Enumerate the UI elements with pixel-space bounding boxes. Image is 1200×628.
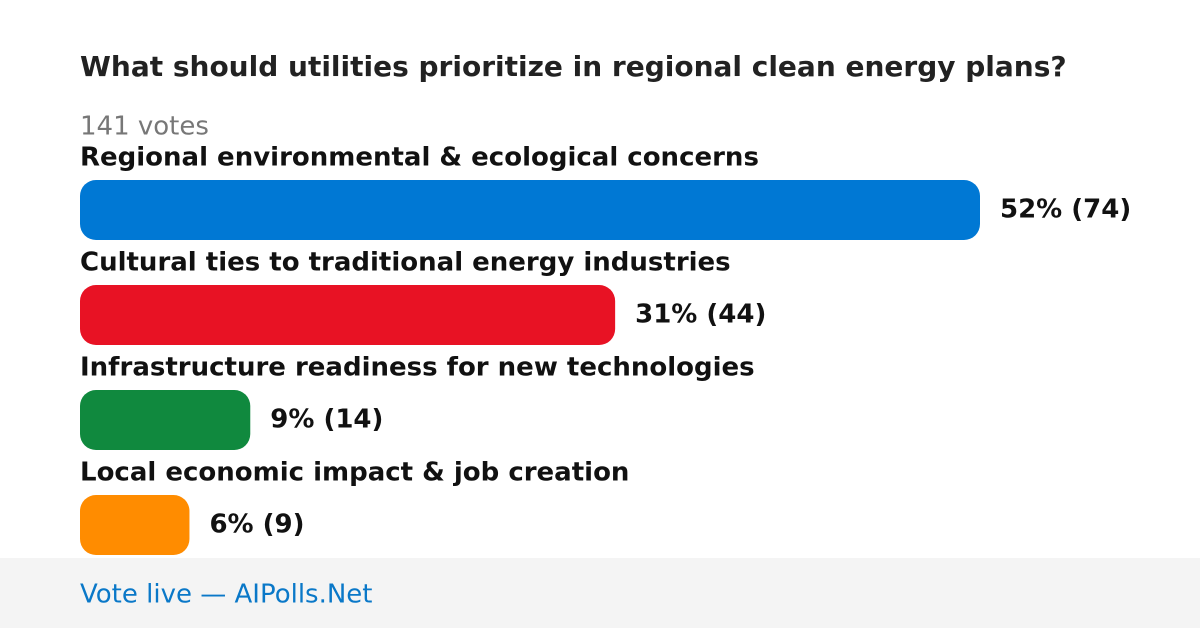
option-label: Local economic impact & job creation: [80, 458, 629, 488]
bar: [80, 285, 616, 345]
bar: [80, 495, 190, 555]
value-label: 9% (14): [270, 405, 383, 435]
option-label: Cultural ties to traditional energy indu…: [80, 248, 731, 278]
value-label: 31% (44): [635, 300, 766, 330]
option-label: Infrastructure readiness for new technol…: [80, 353, 755, 383]
bar: [80, 180, 980, 240]
value-label: 6% (9): [209, 510, 304, 540]
footer-band: [0, 558, 1200, 628]
vote-count: 141 votes: [80, 112, 209, 142]
bar: [80, 390, 251, 450]
value-label: 52% (74): [1000, 195, 1131, 225]
poll-title: What should utilities prioritize in regi…: [80, 50, 1067, 83]
footer-link[interactable]: Vote live — AIPolls.Net: [80, 580, 373, 610]
option-label: Regional environmental & ecological conc…: [80, 143, 759, 173]
